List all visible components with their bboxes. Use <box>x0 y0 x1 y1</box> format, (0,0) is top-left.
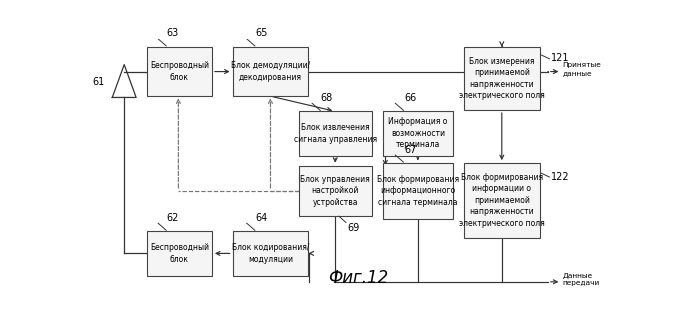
Text: Беспроводный
блок: Беспроводный блок <box>150 243 209 264</box>
Text: 121: 121 <box>551 53 569 63</box>
Text: 65: 65 <box>255 28 268 38</box>
FancyBboxPatch shape <box>233 231 308 276</box>
FancyBboxPatch shape <box>233 47 308 96</box>
FancyBboxPatch shape <box>464 163 540 237</box>
Text: Беспроводный
блок: Беспроводный блок <box>150 61 209 82</box>
Text: Принятые
данные: Принятые данные <box>563 62 601 76</box>
Text: 63: 63 <box>167 28 179 38</box>
FancyBboxPatch shape <box>382 111 453 155</box>
Text: Блок формирования
информации о
принимаемой
напряженности
электрического поля: Блок формирования информации о принимаем… <box>459 173 545 228</box>
Text: 61: 61 <box>93 77 105 87</box>
Text: Блок кодирования/
модуляции: Блок кодирования/ модуляции <box>232 243 309 264</box>
Text: Данные
передачи: Данные передачи <box>563 273 600 286</box>
Text: 62: 62 <box>167 213 179 223</box>
Text: 69: 69 <box>347 223 359 233</box>
FancyBboxPatch shape <box>298 166 372 216</box>
FancyBboxPatch shape <box>298 111 372 155</box>
Text: Блок извлечения
сигнала управления: Блок извлечения сигнала управления <box>294 123 377 144</box>
Text: 66: 66 <box>404 93 416 103</box>
Text: 64: 64 <box>255 213 268 223</box>
Text: 122: 122 <box>551 172 569 181</box>
FancyBboxPatch shape <box>147 231 212 276</box>
FancyBboxPatch shape <box>147 47 212 96</box>
Text: Блок формирования
информационного
сигнала терминала: Блок формирования информационного сигнал… <box>377 175 459 207</box>
Text: Фиг.12: Фиг.12 <box>328 269 389 287</box>
FancyBboxPatch shape <box>382 163 453 219</box>
Text: Блок измерения
принимаемой
напряженности
электрического поля: Блок измерения принимаемой напряженности… <box>459 57 545 100</box>
Text: Блок управления
настройкой
устройства: Блок управления настройкой устройства <box>301 175 370 207</box>
Text: 67: 67 <box>404 145 417 154</box>
Text: 68: 68 <box>321 93 333 103</box>
FancyBboxPatch shape <box>464 47 540 110</box>
Text: Информация о
возможности
терминала: Информация о возможности терминала <box>388 117 447 149</box>
Text: Блок демодуляции/
декодирования: Блок демодуляции/ декодирования <box>231 61 310 82</box>
